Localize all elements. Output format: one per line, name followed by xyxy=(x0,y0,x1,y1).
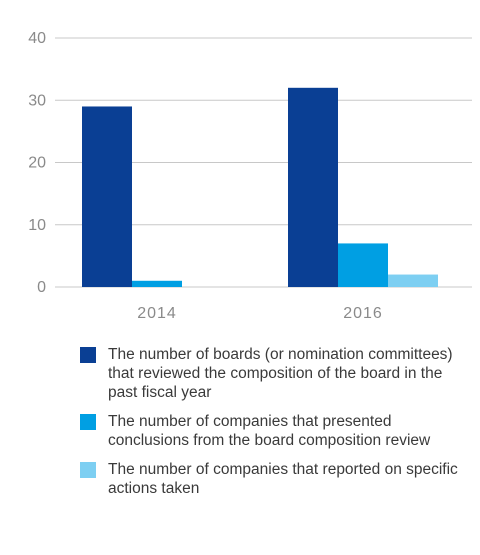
legend-label: The number of boards (or nomination comm… xyxy=(108,346,453,401)
legend-item-boards-reviewed: The number of boards (or nomination comm… xyxy=(80,345,470,402)
bar-2016-series-1 xyxy=(288,87,338,287)
legend-item-actions-reported: The number of companies that reported on… xyxy=(80,460,470,498)
legend-swatch xyxy=(80,462,96,478)
bars xyxy=(82,87,438,287)
y-tick-label: 10 xyxy=(28,217,46,234)
y-tick-label: 0 xyxy=(37,279,46,296)
legend-item-conclusions-presented: The number of companies that presented c… xyxy=(80,412,470,450)
bar-2016-series-2 xyxy=(338,243,388,287)
legend-swatch xyxy=(80,347,96,363)
x-category-label: 2016 xyxy=(343,305,383,322)
x-category-label: 2014 xyxy=(137,305,177,322)
y-tick-label: 40 xyxy=(28,30,46,47)
y-axis-ticks: 0 10 20 30 40 xyxy=(28,30,46,296)
legend-label: The number of companies that presented c… xyxy=(108,413,431,449)
y-tick-label: 20 xyxy=(28,155,46,172)
legend: The number of boards (or nomination comm… xyxy=(80,345,470,508)
bar-2016-series-3 xyxy=(388,274,438,287)
bar-2014-series-1 xyxy=(82,106,132,287)
legend-swatch xyxy=(80,414,96,430)
bar-chart: 0 10 20 30 40 2014 2016 xyxy=(28,30,472,322)
legend-label: The number of companies that reported on… xyxy=(108,461,458,497)
y-tick-label: 30 xyxy=(28,92,46,109)
bar-2014-series-2 xyxy=(132,280,182,287)
x-axis-categories: 2014 2016 xyxy=(137,305,383,322)
